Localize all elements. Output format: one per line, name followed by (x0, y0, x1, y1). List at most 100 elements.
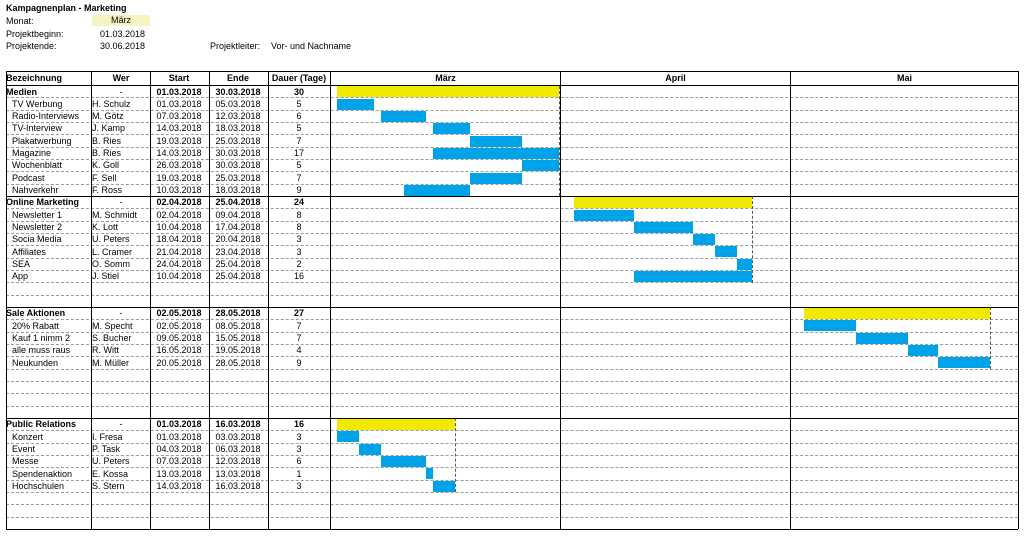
task-name[interactable]: Plakatwerbung (12, 135, 72, 146)
task-name[interactable]: Affiliates (12, 246, 46, 257)
task-start-date[interactable]: 10.04.2018 (156, 222, 202, 233)
task-bar[interactable] (737, 258, 752, 270)
group-name[interactable]: Sale Aktionen (6, 308, 66, 319)
group-name[interactable]: Medien (6, 86, 38, 97)
task-owner[interactable]: K. Goll (92, 160, 120, 171)
task-duration[interactable]: 1 (296, 468, 302, 479)
task-bar[interactable] (433, 147, 559, 159)
task-name[interactable]: Event (12, 444, 36, 455)
task-end-date[interactable]: 15.05.2018 (215, 333, 261, 344)
task-bar[interactable] (403, 184, 471, 196)
task-end-date[interactable]: 28.05.2018 (215, 357, 261, 368)
task-bar[interactable] (433, 123, 471, 135)
task-start-date[interactable]: 19.03.2018 (156, 135, 202, 146)
task-start-date[interactable]: 10.03.2018 (156, 185, 202, 196)
task-owner[interactable]: B. Ries (92, 148, 122, 159)
task-duration[interactable]: 27 (293, 308, 304, 319)
task-bar[interactable] (381, 110, 426, 122)
task-duration[interactable]: 3 (296, 246, 302, 257)
task-name[interactable]: Messe (12, 456, 39, 467)
task-duration[interactable]: 9 (296, 357, 302, 368)
task-start-date[interactable]: 04.03.2018 (156, 444, 202, 455)
task-start-date[interactable]: 09.05.2018 (156, 333, 202, 344)
task-end-date[interactable]: 30.03.2018 (215, 148, 261, 159)
task-owner[interactable]: - (119, 308, 123, 319)
task-end-date[interactable]: 12.03.2018 (215, 111, 261, 122)
task-owner[interactable]: - (119, 419, 123, 430)
task-start-date[interactable]: 21.04.2018 (156, 246, 202, 257)
task-duration[interactable]: 3 (296, 444, 302, 455)
task-duration[interactable]: 6 (296, 111, 302, 122)
project-leader-value[interactable]: Vor- und Nachname (271, 41, 352, 51)
task-duration[interactable]: 2 (296, 259, 302, 270)
task-owner[interactable]: P. Task (92, 444, 121, 455)
task-bar[interactable] (470, 135, 522, 147)
task-bar[interactable] (715, 246, 738, 258)
task-duration[interactable]: 6 (296, 456, 302, 467)
task-duration[interactable]: 30 (293, 86, 304, 97)
task-duration[interactable]: 3 (296, 234, 302, 245)
task-name[interactable]: Socia Media (12, 234, 62, 245)
task-start-date[interactable]: 01.03.2018 (156, 431, 202, 442)
task-name[interactable]: SEA (12, 259, 31, 270)
task-start-date[interactable]: 07.03.2018 (156, 456, 202, 467)
task-owner[interactable]: J. Kamp (92, 123, 126, 134)
task-name[interactable]: alle muss raus (12, 345, 71, 356)
task-end-date[interactable]: 20.04.2018 (215, 234, 261, 245)
project-end-value[interactable]: 30.06.2018 (100, 41, 146, 51)
task-start-date[interactable]: 07.03.2018 (156, 111, 202, 122)
task-name[interactable]: TV-Interview (12, 123, 63, 134)
task-duration[interactable]: 7 (296, 333, 302, 344)
task-start-date[interactable]: 01.03.2018 (156, 86, 202, 97)
task-end-date[interactable]: 09.04.2018 (215, 209, 261, 220)
task-owner[interactable]: M. Specht (92, 320, 133, 331)
task-duration[interactable]: 8 (296, 209, 302, 220)
task-duration[interactable]: 16 (293, 419, 304, 430)
task-name[interactable]: Newsletter 1 (12, 209, 63, 220)
task-start-date[interactable]: 10.04.2018 (156, 271, 202, 282)
task-end-date[interactable]: 25.03.2018 (215, 135, 261, 146)
task-end-date[interactable]: 17.04.2018 (215, 222, 261, 233)
task-start-date[interactable]: 02.04.2018 (156, 209, 202, 220)
task-duration[interactable]: 3 (296, 481, 302, 492)
task-start-date[interactable]: 16.05.2018 (156, 345, 202, 356)
task-name[interactable]: Radio-Interviews (12, 111, 80, 122)
task-start-date[interactable]: 26.03.2018 (156, 160, 202, 171)
task-duration[interactable]: 7 (296, 172, 302, 183)
task-name[interactable]: Wochenblatt (12, 160, 62, 171)
task-name[interactable]: Newsletter 2 (12, 222, 63, 233)
month-select[interactable]: März (92, 15, 150, 26)
task-bar[interactable] (856, 332, 908, 344)
task-end-date[interactable]: 30.03.2018 (215, 86, 261, 97)
summary-bar[interactable] (804, 308, 990, 320)
task-name[interactable]: Podcast (12, 172, 45, 183)
summary-bar[interactable] (337, 419, 456, 431)
task-end-date[interactable]: 25.04.2018 (215, 197, 261, 208)
task-end-date[interactable]: 19.05.2018 (215, 345, 261, 356)
task-duration[interactable]: 24 (293, 197, 304, 208)
task-duration[interactable]: 7 (296, 135, 302, 146)
task-duration[interactable]: 9 (296, 185, 302, 196)
task-start-date[interactable]: 13.03.2018 (156, 468, 202, 479)
task-end-date[interactable]: 08.05.2018 (215, 320, 261, 331)
task-end-date[interactable]: 13.03.2018 (215, 468, 261, 479)
task-bar[interactable] (804, 320, 857, 332)
task-end-date[interactable]: 06.03.2018 (215, 444, 261, 455)
task-bar[interactable] (337, 431, 360, 443)
task-duration[interactable]: 8 (296, 222, 302, 233)
group-name[interactable]: Public Relations (6, 419, 77, 430)
task-bar[interactable] (574, 209, 634, 221)
task-bar[interactable] (425, 468, 434, 480)
group-name[interactable]: Online Marketing (6, 197, 80, 208)
task-bar[interactable] (359, 443, 382, 455)
task-duration[interactable]: 5 (296, 98, 302, 109)
task-start-date[interactable]: 02.04.2018 (156, 197, 202, 208)
task-end-date[interactable]: 28.05.2018 (215, 308, 261, 319)
task-bar[interactable] (633, 271, 752, 283)
task-owner[interactable]: K. Lott (92, 222, 119, 233)
task-owner[interactable]: I. Fresa (92, 431, 123, 442)
task-duration[interactable]: 3 (296, 431, 302, 442)
task-owner[interactable]: E. Kossa (92, 468, 129, 479)
task-name[interactable]: Magazine (12, 148, 52, 159)
task-owner[interactable]: R. Witt (92, 345, 119, 356)
